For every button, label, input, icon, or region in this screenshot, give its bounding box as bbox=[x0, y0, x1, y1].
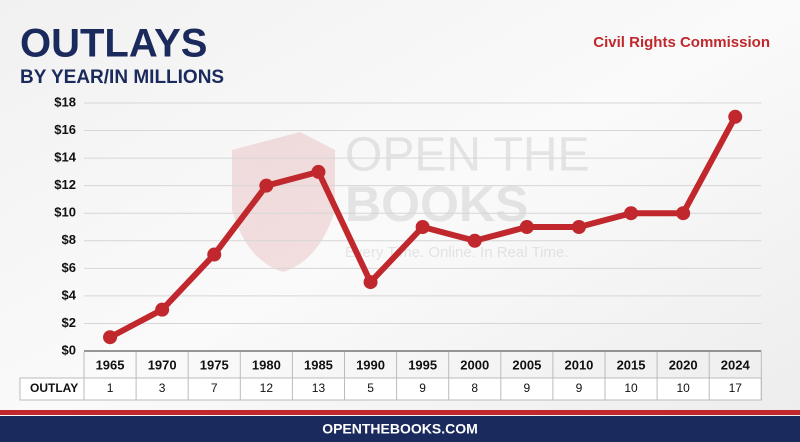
point bbox=[259, 178, 274, 193]
y-tick-label: $12 bbox=[54, 177, 76, 192]
y-tick-label: $0 bbox=[62, 342, 76, 357]
chart-title: OUTLAYS bbox=[20, 22, 207, 66]
source: Civil Rights Commission bbox=[593, 34, 770, 51]
footer-text: OPENTHEBOOKS.COM bbox=[322, 421, 478, 437]
point bbox=[467, 233, 482, 248]
x-tick-label: 2005 bbox=[512, 357, 541, 372]
x-tick-label: 2000 bbox=[460, 357, 489, 372]
point bbox=[519, 220, 534, 234]
x-tick-label: 1980 bbox=[252, 357, 281, 372]
point bbox=[363, 275, 378, 290]
y-tick-label: $16 bbox=[54, 122, 76, 137]
x-tick-label: 1970 bbox=[148, 357, 177, 372]
row-label: OUTLAY bbox=[30, 381, 78, 395]
watermark-text: OPEN THE bbox=[345, 129, 590, 182]
y-tick-label: $10 bbox=[54, 205, 76, 220]
point bbox=[103, 330, 118, 345]
watermark-shield bbox=[232, 132, 335, 272]
y-tick-label: $4 bbox=[62, 287, 77, 302]
table-value: 1 bbox=[107, 381, 114, 395]
table-value: 10 bbox=[676, 381, 690, 395]
x-tick-label: 1985 bbox=[304, 357, 333, 372]
x-tick-label: 1965 bbox=[96, 357, 125, 372]
table-value: 9 bbox=[524, 381, 531, 395]
point bbox=[207, 247, 222, 262]
table-value: 9 bbox=[419, 381, 426, 395]
table-row bbox=[19, 377, 762, 401]
point bbox=[728, 109, 743, 124]
x-tick-label: 2010 bbox=[564, 357, 593, 372]
table-value: 8 bbox=[471, 381, 478, 395]
point bbox=[571, 220, 586, 234]
footer-bar bbox=[0, 416, 800, 442]
point bbox=[311, 164, 326, 179]
x-tick-label: 2024 bbox=[721, 357, 751, 372]
chart-subtitle: BY YEAR/IN MILLIONS bbox=[20, 67, 224, 88]
point bbox=[624, 206, 639, 221]
point bbox=[155, 302, 170, 317]
x-tick-label: 1990 bbox=[356, 357, 385, 372]
x-tick-label: 2015 bbox=[617, 357, 646, 372]
watermark-text: BOOKS bbox=[345, 176, 528, 232]
table-value: 17 bbox=[729, 381, 743, 395]
table-value: 7 bbox=[211, 381, 218, 395]
table-value: 12 bbox=[260, 381, 274, 395]
point bbox=[676, 206, 691, 221]
table-value: 5 bbox=[367, 381, 374, 395]
point bbox=[415, 220, 430, 234]
x-tick-label: 2020 bbox=[669, 357, 698, 372]
x-tick-label: 1975 bbox=[200, 357, 229, 372]
y-tick-label: $18 bbox=[54, 94, 76, 109]
table-value: 3 bbox=[159, 381, 166, 395]
watermark-text: Every Time. Online. In Real Time. bbox=[345, 244, 568, 261]
table-value: 13 bbox=[312, 381, 326, 395]
table-value: 10 bbox=[624, 381, 638, 395]
y-tick-label: $2 bbox=[62, 315, 76, 330]
footer-stripe bbox=[0, 410, 800, 415]
y-tick-label: $14 bbox=[54, 150, 76, 165]
y-tick-label: $6 bbox=[62, 260, 76, 275]
table-value: 9 bbox=[576, 381, 583, 395]
y-tick-label: $8 bbox=[62, 232, 76, 247]
x-tick-label: 1995 bbox=[408, 357, 437, 372]
